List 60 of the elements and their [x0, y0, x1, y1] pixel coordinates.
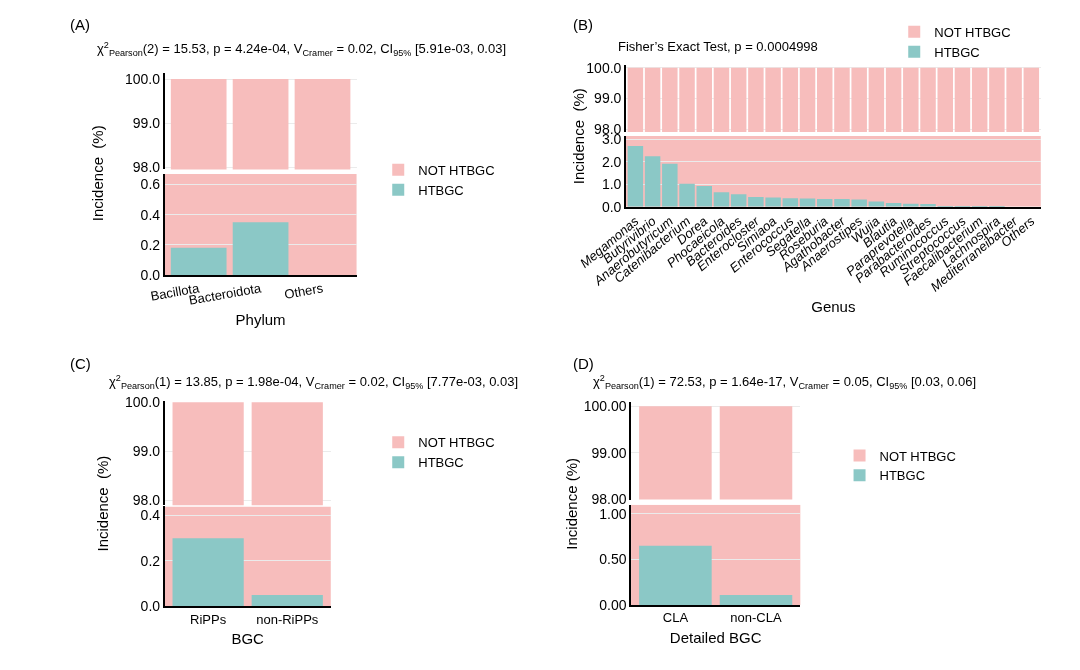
x-tick-label: RiPPs [190, 611, 227, 627]
text: (B) [573, 16, 593, 33]
y-tick-label: 1.0 [601, 176, 622, 193]
y-tick-label: 99.0 [132, 443, 161, 460]
y-tick-label: 0.2 [140, 236, 161, 253]
bar [627, 145, 644, 207]
y-tick-label: 0.0 [140, 266, 161, 283]
bar [868, 201, 885, 207]
y-tick-label: 0.0 [140, 598, 161, 615]
y-tick-label: 0.0 [601, 198, 622, 215]
y-tick-label: 99.0 [594, 90, 622, 107]
legend-label: HTBGC [418, 455, 464, 471]
y-axis-title: Incidence (%) [88, 125, 106, 222]
y-tick-label: 98.0 [132, 492, 161, 509]
legend-label: NOT HTBGC [418, 162, 495, 178]
legend-label: HTBGC [418, 182, 464, 198]
legend-label: NOT HTBGC [879, 448, 956, 464]
y-tick-label: 0.00 [599, 596, 627, 613]
legend-label: HTBGC [879, 468, 926, 484]
x-axis-title: Detailed BGC [669, 628, 762, 646]
chart-title: Fisher’s Exact Test, p = 0.0004998 [618, 39, 818, 54]
y-tick-label: 100.00 [583, 398, 627, 415]
y-tick-label: 98.00 [591, 490, 627, 507]
y-tick-label: 0.6 [140, 176, 161, 193]
x-tick-label: non-CLA [730, 610, 782, 626]
bar [782, 198, 799, 207]
y-tick-label: 98.0 [132, 159, 161, 176]
chart-title: χ$^{2}$$_{Pearson}$(2) = 15.53, p = 4.24e-04, V$_{Cramer}$ = 0.02, CI$_{95%}$ [5.91e-03, 0.03] [97, 40, 507, 59]
bar [799, 198, 816, 207]
text: (A) [70, 16, 90, 33]
bar [644, 156, 661, 207]
y-tick-label: 1.00 [599, 505, 627, 522]
x-axis-title: BGC [231, 630, 265, 648]
y-tick-label: 100.0 [125, 394, 161, 411]
x-tick-label: Others [283, 280, 325, 302]
legend-label: NOT HTBGC [934, 24, 1011, 40]
y-tick-label: 2.0 [601, 153, 622, 170]
y-axis-title: Incidence (%) [562, 458, 580, 550]
y-tick-label: 100.0 [125, 71, 161, 88]
y-tick-label: 0.2 [140, 552, 161, 569]
x-axis-title: Genus [811, 298, 856, 316]
y-axis-title: Incidence (%) [93, 455, 111, 552]
legend-label: NOT HTBGC [418, 435, 495, 451]
bar [713, 192, 730, 207]
y-tick-label: 99.0 [132, 115, 161, 132]
text: (C) [70, 355, 91, 372]
x-axis-title: Phylum [235, 311, 286, 329]
y-tick-label: 0.4 [140, 507, 161, 524]
legend-label: HTBGC [934, 44, 980, 60]
y-axis-title: Incidence (%) [569, 88, 587, 185]
bar [730, 194, 747, 207]
y-tick-label: 0.50 [599, 551, 627, 568]
y-tick-label: 0.4 [140, 206, 161, 223]
text: (D) [573, 355, 594, 372]
y-tick-label: 99.00 [591, 444, 627, 461]
chart-title: χ$^{2}$$_{Pearson}$(1) = 13.85, p = 1.98e-04, V$_{Cramer}$ = 0.02, CI$_{95%}$ [7.77e-03, 0.03] [109, 373, 519, 392]
x-tick-label: CLA [662, 610, 689, 626]
chart-title: χ$^{2}$$_{Pearson}$(1) = 72.53, p = 1.64e-17, V$_{Cramer}$ = 0.05, CI$_{95%}$ [0.03, 0.06] [593, 373, 977, 392]
y-tick-label: 100.0 [586, 59, 622, 76]
x-tick-label: non-RiPPs [256, 611, 319, 627]
